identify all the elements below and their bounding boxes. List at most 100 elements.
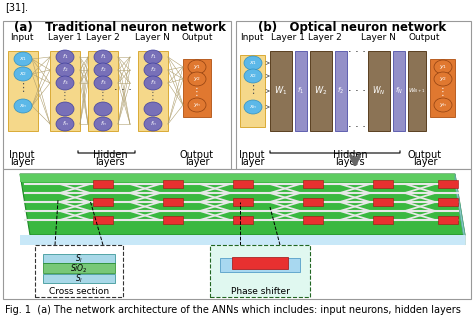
Text: Layer 2: Layer 2 (308, 33, 342, 43)
Text: ⋮: ⋮ (18, 83, 28, 93)
Text: $y_2$: $y_2$ (193, 75, 201, 83)
Text: Layer 2: Layer 2 (86, 33, 120, 43)
Bar (270, 51, 292, 131)
Ellipse shape (144, 50, 162, 64)
Text: · · ·: · · · (348, 86, 366, 96)
Text: Layer N: Layer N (135, 33, 169, 43)
Bar (93, 216, 113, 224)
Text: $y_1$: $y_1$ (193, 63, 201, 71)
Ellipse shape (56, 50, 74, 64)
Text: $S_i$: $S_i$ (75, 273, 83, 285)
Polygon shape (20, 174, 465, 235)
Text: ⋮: ⋮ (192, 87, 202, 97)
Bar (438, 216, 458, 224)
Text: $S_i$: $S_i$ (75, 253, 83, 265)
Text: Fig. 1  (a) The network architecture of the ANNs which includes: input neurons, : Fig. 1 (a) The network architecture of t… (5, 305, 461, 315)
Bar (35, 245, 123, 297)
Text: $f_3$: $f_3$ (150, 78, 156, 87)
Text: · · ·: · · · (348, 122, 366, 132)
Text: layer: layer (10, 157, 34, 167)
Text: $f_2$: $f_2$ (100, 65, 106, 75)
Text: $x_2$: $x_2$ (249, 72, 257, 80)
Ellipse shape (94, 76, 112, 90)
Bar (43, 254, 115, 263)
Text: layers: layers (95, 157, 125, 167)
Text: $f_N$: $f_N$ (395, 86, 403, 96)
Text: Output: Output (180, 150, 214, 160)
Ellipse shape (14, 99, 32, 113)
Ellipse shape (434, 98, 452, 112)
Bar (233, 198, 253, 206)
Text: $x_2$: $x_2$ (19, 70, 27, 78)
Bar (163, 180, 183, 188)
Text: (b)   Optical neuron network: (b) Optical neuron network (258, 22, 446, 35)
Text: $y_n$: $y_n$ (439, 101, 447, 109)
Bar (373, 180, 393, 188)
Text: (a)   Traditional neuron network: (a) Traditional neuron network (14, 22, 226, 35)
Text: $W_N$: $W_N$ (372, 85, 386, 97)
Text: $f_n$: $f_n$ (150, 120, 156, 129)
Ellipse shape (94, 50, 112, 64)
Bar (303, 180, 323, 188)
Bar (3, 169, 471, 299)
Text: layers: layers (335, 157, 365, 167)
Bar (373, 198, 393, 206)
Text: $f_2$: $f_2$ (337, 86, 345, 96)
Ellipse shape (244, 69, 262, 83)
Bar (373, 216, 393, 224)
Text: Output: Output (408, 150, 442, 160)
Text: $x_n$: $x_n$ (19, 102, 27, 110)
Text: Layer N: Layer N (361, 33, 395, 43)
Text: ⋮: ⋮ (438, 87, 448, 97)
Ellipse shape (434, 60, 452, 74)
Ellipse shape (94, 63, 112, 77)
Text: [31].: [31]. (5, 2, 28, 12)
Text: $f_2$: $f_2$ (62, 65, 68, 75)
Bar (163, 198, 183, 206)
Polygon shape (20, 174, 455, 182)
Text: Input: Input (240, 33, 264, 43)
Bar (93, 180, 113, 188)
Bar (303, 198, 323, 206)
Text: Cross section: Cross section (49, 286, 109, 296)
Bar (220, 258, 300, 272)
Text: $f_1$: $f_1$ (100, 53, 106, 61)
Bar (138, 51, 168, 131)
Text: Hidden: Hidden (93, 150, 128, 160)
Text: ⋮: ⋮ (98, 91, 108, 101)
Text: $x_1$: $x_1$ (19, 55, 27, 63)
Text: $y_1$: $y_1$ (439, 63, 447, 71)
Text: $y_n$: $y_n$ (193, 101, 201, 109)
Text: Layer 1: Layer 1 (48, 33, 82, 43)
Text: Phase shifter: Phase shifter (230, 286, 290, 296)
Text: $f_1$: $f_1$ (150, 53, 156, 61)
Text: $x_n$: $x_n$ (249, 103, 257, 111)
Ellipse shape (56, 76, 74, 90)
Text: ⋮: ⋮ (60, 91, 70, 101)
Bar (430, 59, 455, 117)
Ellipse shape (56, 117, 74, 131)
Text: Input: Input (10, 33, 34, 43)
Bar (233, 216, 253, 224)
Bar (8, 51, 38, 131)
Ellipse shape (188, 72, 206, 86)
Text: $f_2$: $f_2$ (150, 65, 156, 75)
Ellipse shape (244, 100, 262, 114)
Bar (210, 245, 310, 297)
Bar (88, 51, 118, 131)
Bar (43, 274, 115, 283)
Text: · · ·: · · · (114, 85, 132, 95)
Polygon shape (20, 235, 465, 245)
Text: $f_n$: $f_n$ (62, 120, 68, 129)
Ellipse shape (188, 60, 206, 74)
Ellipse shape (188, 98, 206, 112)
Text: $SiO_2$: $SiO_2$ (70, 263, 88, 275)
Ellipse shape (144, 63, 162, 77)
Text: ⋮: ⋮ (148, 91, 158, 101)
Bar (163, 216, 183, 224)
Text: $f_1$: $f_1$ (62, 53, 68, 61)
Ellipse shape (14, 52, 32, 66)
Bar (232, 257, 288, 269)
Text: $f_n$: $f_n$ (100, 120, 106, 129)
Text: layer: layer (413, 157, 437, 167)
